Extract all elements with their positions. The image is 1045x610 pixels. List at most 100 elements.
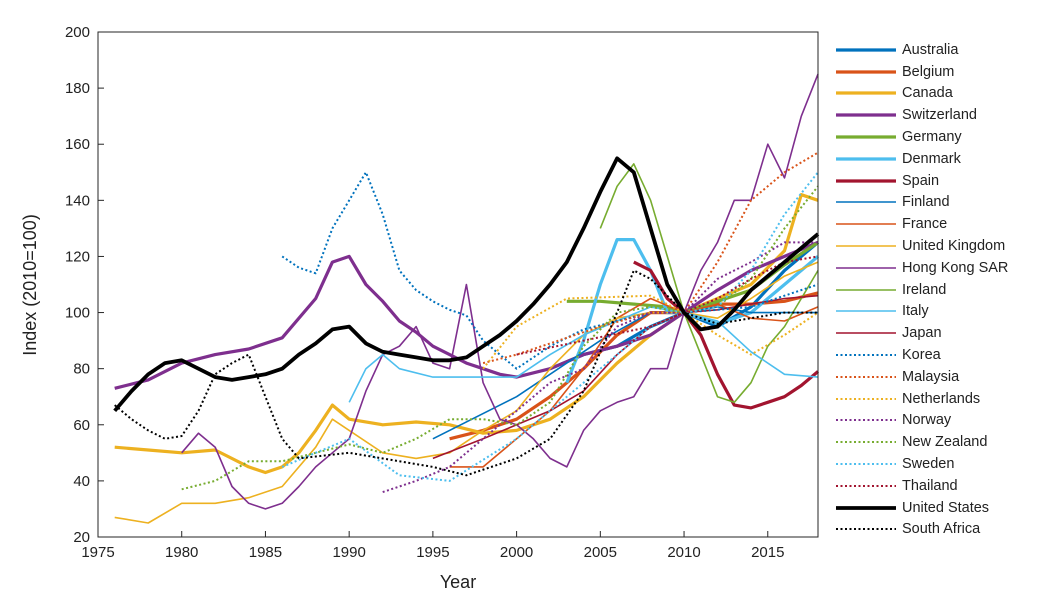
x-tick-label: 1995: [416, 544, 449, 561]
legend-label: Japan: [902, 325, 942, 342]
legend-item: Germany: [834, 126, 1039, 148]
legend-label: Switzerland: [902, 107, 977, 124]
legend-label: Hong Kong SAR: [902, 259, 1009, 276]
legend-item: Finland: [834, 192, 1039, 214]
series-line-denmark: [565, 238, 820, 384]
series-line-sweden: [281, 171, 819, 482]
x-tick-label: 2000: [500, 544, 533, 561]
y-tick-label: 140: [65, 192, 90, 209]
legend-item: United Kingdom: [834, 235, 1039, 257]
legend-item: Italy: [834, 301, 1039, 323]
series-line-ireland: [599, 163, 819, 404]
y-tick-label: 180: [65, 80, 90, 97]
legend-swatch: [836, 354, 896, 357]
series-line-hong-kong-sar: [181, 73, 819, 510]
legend-item: Australia: [834, 39, 1039, 61]
x-tick-label: 2015: [751, 544, 784, 561]
legend-item: Netherlands: [834, 388, 1039, 410]
legend-swatch: [836, 441, 896, 444]
legend-swatch: [836, 70, 896, 74]
y-tick-label: 160: [65, 136, 90, 153]
legend-label: South Africa: [902, 521, 981, 538]
legend-swatch: [836, 157, 896, 161]
legend-swatch: [836, 201, 896, 204]
legend-label: Belgium: [902, 63, 955, 80]
legend-swatch: [836, 223, 896, 226]
series-line-malaysia: [482, 151, 819, 365]
legend-item: Korea: [834, 344, 1039, 366]
y-tick-label: 60: [73, 417, 90, 434]
legend-swatch: [836, 310, 896, 313]
y-tick-label: 80: [73, 361, 90, 378]
series-line-united-states: [113, 156, 820, 413]
legend-item: France: [834, 213, 1039, 235]
x-tick-label: 1975: [81, 544, 114, 561]
legend-swatch: [836, 484, 896, 487]
x-tick-label: 2010: [667, 544, 700, 561]
x-tick-label: 1985: [249, 544, 282, 561]
legend-item: Spain: [834, 170, 1039, 192]
x-axis-label: Year: [440, 572, 476, 592]
legend-swatch: [836, 91, 896, 96]
legend-item: Japan: [834, 322, 1039, 344]
legend-item: Sweden: [834, 453, 1039, 475]
legend-label: United Kingdom: [902, 238, 1006, 255]
legend-label: Norway: [902, 412, 952, 429]
legend-label: Germany: [902, 129, 962, 146]
y-tick-label: 200: [65, 24, 90, 41]
legend-swatch: [836, 463, 896, 466]
series-line-canada: [114, 193, 819, 475]
legend: Australia Belgium Canada Switzerland Germany…: [833, 38, 1040, 542]
legend-label: Spain: [902, 172, 940, 189]
y-axis-label: Index (2010=100): [20, 214, 40, 356]
x-tick-label: 1990: [332, 544, 365, 561]
legend-label: Australia: [902, 41, 959, 58]
series-line-norway: [382, 241, 818, 494]
series-line-netherlands: [482, 294, 819, 370]
legend-item: Thailand: [834, 475, 1039, 497]
x-tick-label: 1980: [165, 544, 198, 561]
series-line-new-zealand: [181, 185, 819, 491]
legend-label: Canada: [902, 85, 953, 102]
series-line-south-africa: [114, 269, 818, 477]
legend-label: Finland: [902, 194, 950, 211]
legend-item: Canada: [834, 83, 1039, 105]
y-tick-label: 40: [73, 473, 90, 490]
legend-item: Ireland: [834, 279, 1039, 301]
legend-item: Denmark: [834, 148, 1039, 170]
legend-label: Italy: [902, 303, 929, 320]
legend-label: Korea: [902, 347, 941, 364]
x-tick-label: 2005: [584, 544, 617, 561]
series-line-japan: [432, 294, 819, 460]
legend-item: Hong Kong SAR: [834, 257, 1039, 279]
legend-label: Sweden: [902, 456, 955, 473]
legend-item: Belgium: [834, 61, 1039, 83]
legend-label: Denmark: [902, 150, 961, 167]
legend-swatch: [836, 528, 896, 531]
legend-swatch: [836, 267, 896, 269]
legend-swatch: [836, 245, 896, 247]
legend-swatch: [836, 135, 896, 139]
legend-swatch: [836, 113, 896, 117]
legend-swatch: [836, 332, 896, 335]
y-tick-label: 100: [65, 305, 90, 322]
legend-item: United States: [834, 497, 1039, 519]
y-tick-label: 20: [73, 529, 90, 546]
legend-item: Switzerland: [834, 104, 1039, 126]
legend-label: United States: [902, 499, 990, 516]
series-line-australia: [549, 241, 820, 371]
legend-label: New Zealand: [902, 434, 988, 451]
legend-swatch: [836, 48, 896, 52]
legend-label: France: [902, 216, 948, 233]
legend-swatch: [836, 288, 896, 291]
series-line-switzerland: [114, 240, 819, 390]
legend-label: Thailand: [902, 477, 958, 494]
legend-swatch: [836, 397, 896, 400]
legend-item: Malaysia: [834, 366, 1039, 388]
legend-swatch: [836, 375, 896, 378]
legend-label: Malaysia: [902, 368, 960, 385]
y-tick-label: 120: [65, 248, 90, 265]
legend-item: New Zealand: [834, 431, 1039, 453]
legend-swatch: [836, 419, 896, 422]
